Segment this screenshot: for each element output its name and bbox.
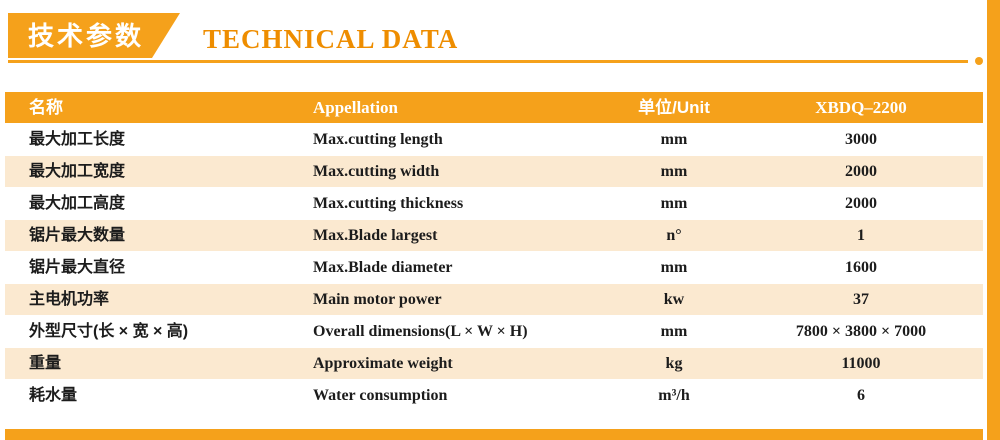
- row-name: 主电机功率: [29, 290, 110, 308]
- table-row: 外型尺寸(长 × 宽 × 高) Overall dimensions(L × W…: [5, 316, 983, 348]
- row-appellation: Max.cutting width: [313, 162, 440, 180]
- row-unit: kw: [663, 290, 685, 308]
- row-value: 37: [853, 290, 869, 308]
- row-value: 1600: [845, 258, 877, 276]
- section-title-cn: 技术参数: [28, 20, 145, 51]
- column-header-appellation: Appellation: [313, 98, 399, 117]
- row-appellation: Overall dimensions(L × W × H): [313, 322, 528, 340]
- table-row: 最大加工高度 Max.cutting thickness mm 2000: [5, 188, 983, 220]
- header-rule: [8, 60, 968, 63]
- row-unit: mm: [660, 162, 688, 180]
- row-appellation: Main motor power: [313, 290, 442, 308]
- row-appellation: Max.Blade diameter: [313, 258, 453, 276]
- column-header-name: 名称: [29, 98, 63, 117]
- row-unit: n°: [666, 226, 682, 244]
- row-value: 7800 × 3800 × 7000: [795, 322, 927, 340]
- row-name: 外型尺寸(长 × 宽 × 高): [29, 322, 189, 340]
- row-name: 重量: [29, 354, 62, 372]
- bottom-bar: [5, 429, 983, 440]
- column-header-unit: 单位/Unit: [638, 98, 710, 117]
- row-appellation: Approximate weight: [313, 354, 453, 372]
- row-value: 3000: [845, 130, 877, 148]
- table-row: 锯片最大直径 Max.Blade diameter mm 1600: [5, 252, 983, 284]
- row-unit: mm: [660, 322, 688, 340]
- right-edge-stripe: [987, 0, 1000, 440]
- table-row: 最大加工长度 Max.cutting length mm 3000: [5, 124, 983, 156]
- row-name: 耗水量: [29, 386, 78, 404]
- section-banner: 技术参数: [8, 13, 180, 58]
- table-row: 主电机功率 Main motor power kw 37: [5, 284, 983, 316]
- row-name: 最大加工高度: [29, 194, 126, 212]
- row-value: 11000: [841, 354, 881, 372]
- table-row: 重量 Approximate weight kg 11000: [5, 348, 983, 380]
- row-name: 最大加工长度: [29, 130, 126, 148]
- header-rule-dot: [975, 57, 983, 65]
- row-appellation: Max.cutting length: [313, 130, 443, 148]
- row-value: 6: [857, 386, 865, 404]
- row-unit: kg: [665, 354, 683, 372]
- row-name: 锯片最大数量: [29, 226, 126, 244]
- row-unit: mm: [660, 194, 688, 212]
- table-row: 锯片最大数量 Max.Blade largest n° 1: [5, 220, 983, 252]
- row-unit: m³/h: [658, 386, 690, 404]
- section-title-en: TECHNICAL DATA: [203, 24, 459, 54]
- row-unit: mm: [660, 258, 688, 276]
- technical-data-table: 名称 Appellation 单位/Unit XBDQ–2200 最大加工长度 …: [5, 92, 983, 412]
- row-appellation: Max.cutting thickness: [313, 194, 464, 212]
- table-header-row: 名称 Appellation 单位/Unit XBDQ–2200: [5, 92, 983, 124]
- row-name: 最大加工宽度: [29, 162, 126, 180]
- column-header-model: XBDQ–2200: [815, 98, 907, 117]
- row-appellation: Max.Blade largest: [313, 226, 438, 244]
- row-appellation: Water consumption: [313, 386, 448, 404]
- table-row: 最大加工宽度 Max.cutting width mm 2000: [5, 156, 983, 188]
- row-value: 2000: [845, 162, 877, 180]
- row-value: 1: [857, 226, 865, 244]
- row-value: 2000: [845, 194, 877, 212]
- row-unit: mm: [660, 130, 688, 148]
- table-row: 耗水量 Water consumption m³/h 6: [5, 380, 983, 412]
- row-name: 锯片最大直径: [29, 258, 126, 276]
